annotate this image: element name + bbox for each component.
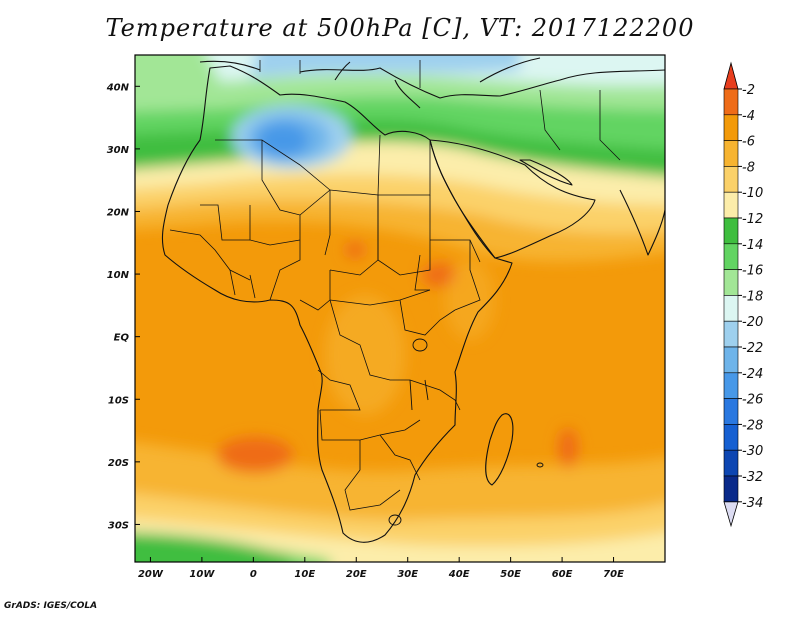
lon-tick-label: 50E <box>500 569 521 580</box>
legend-label: -20 <box>742 315 763 330</box>
legend-swatch <box>723 140 739 167</box>
legend-label: -6 <box>742 135 755 150</box>
grads-credit: GrADS: IGES/COLA <box>4 601 98 611</box>
legend-top-triangle <box>723 61 739 90</box>
longitude-axis: 20W 10W 0 10E 20E 30E 40E 50E 60E 70E <box>138 557 624 580</box>
legend-swatch <box>723 449 739 477</box>
legend-bottom-triangle <box>723 501 739 528</box>
legend-label: -26 <box>742 393 763 408</box>
map-title: Temperature at 500hPa [C], VT: 201712220… <box>105 14 695 42</box>
country-borders <box>169 60 621 511</box>
lakes <box>388 338 544 526</box>
legend-label: -4 <box>742 109 755 124</box>
lon-tick-label: 20E <box>346 569 367 580</box>
legend-label: -16 <box>742 264 763 279</box>
lat-tick-label: 40N <box>106 82 130 93</box>
lat-tick-label: 20N <box>107 207 130 218</box>
lon-tick-label: 60E <box>552 569 573 580</box>
lon-tick-label: 70E <box>603 569 624 580</box>
map-frame <box>134 54 666 563</box>
lon-tick-label: 0 <box>250 569 257 580</box>
legend-label: -24 <box>742 367 763 382</box>
legend-label: -10 <box>742 186 763 201</box>
legend-swatch <box>723 166 739 193</box>
lon-tick-label: 10W <box>189 569 215 580</box>
legend-label: -34 <box>742 496 763 511</box>
legend-swatch <box>723 243 739 270</box>
legend-swatch <box>723 372 739 399</box>
legend-swatch <box>723 295 739 322</box>
lat-tick-label: 10S <box>108 395 129 406</box>
lat-tick-label: 30S <box>108 520 129 531</box>
legend-label: -12 <box>742 212 763 227</box>
legend-label: -2 <box>742 83 755 98</box>
legend-swatch <box>723 114 739 141</box>
lat-tick-label: 30N <box>107 145 130 156</box>
color-legend: -2 -4 -6 -8 -10 -12 -14 -16 -18 -20 -22 -24 -26 -28 -3… <box>723 61 763 528</box>
lon-tick-label: 10E <box>294 569 315 580</box>
legend-swatch <box>723 320 739 348</box>
legend-label: -28 <box>742 418 763 433</box>
lon-tick-label: 40E <box>448 569 470 580</box>
legend-swatch <box>723 269 739 296</box>
legend-label: -18 <box>742 289 763 304</box>
lon-tick-label: 20W <box>138 569 164 580</box>
legend-swatch <box>723 346 739 374</box>
legend-swatch <box>723 217 739 245</box>
legend-swatch <box>723 475 739 503</box>
legend-label: -32 <box>742 470 763 485</box>
legend-label: -8 <box>742 160 755 175</box>
lat-tick-label: EQ <box>114 333 130 344</box>
legend-label: -30 <box>742 444 763 459</box>
legend-label: -14 <box>742 238 763 253</box>
legend-swatch <box>723 398 739 425</box>
legend-swatch <box>723 191 739 219</box>
latitude-axis: 40N 30N 20N 10N EQ 10S 20S 30S <box>106 82 140 531</box>
legend-swatch <box>723 424 739 451</box>
lat-tick-label: 10N <box>107 270 130 281</box>
temperature-field <box>135 55 665 562</box>
legend-swatch <box>723 88 739 116</box>
legend-label: -22 <box>742 341 763 356</box>
lat-tick-label: 20S <box>108 458 129 469</box>
lon-tick-label: 30E <box>397 569 418 580</box>
map-panel: 40N 30N 20N 10N EQ 10S 20S 30S 20W 10W 0 10E 20E 30E… <box>106 54 666 580</box>
